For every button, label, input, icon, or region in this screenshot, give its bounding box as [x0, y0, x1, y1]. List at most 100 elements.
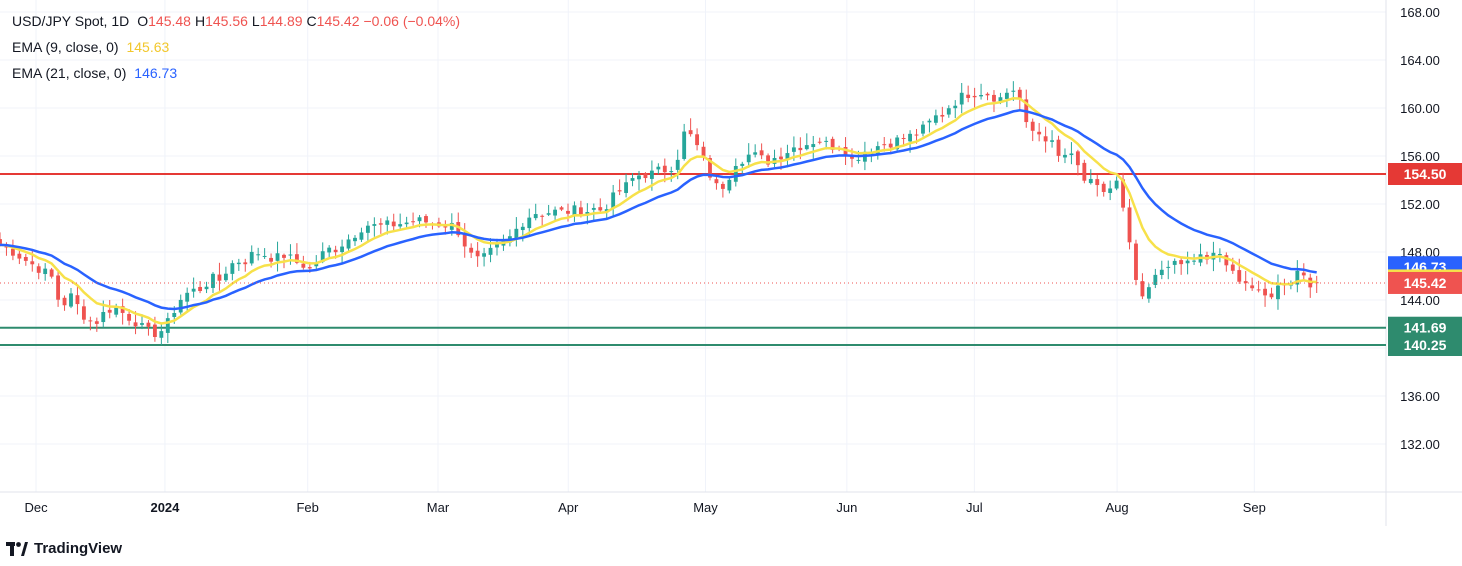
x-tick-label: Mar [427, 500, 450, 515]
candle-body [662, 165, 667, 173]
candle-body [378, 223, 383, 225]
candle-body [946, 108, 951, 115]
candle-body [1069, 153, 1074, 156]
candle-body [49, 269, 54, 277]
candle-body [527, 217, 532, 229]
candle-body [959, 92, 964, 105]
candle-body [675, 159, 680, 170]
resistance-price-tag-label: 154.50 [1404, 166, 1447, 182]
candle-body [727, 179, 732, 191]
candle-body [172, 313, 177, 317]
candle-body [617, 190, 622, 192]
candle-body [449, 222, 454, 230]
candle-body [791, 147, 796, 152]
candle-body [178, 299, 183, 313]
x-tick-label: Jul [966, 500, 983, 515]
candle-body [372, 224, 377, 226]
symbol-label[interactable]: USD/JPY Spot, 1D [12, 13, 130, 29]
close-value: 145.42 [316, 13, 360, 29]
candle-body [88, 320, 93, 322]
candle-body [327, 247, 332, 253]
candle-body [1276, 285, 1280, 300]
candle-body [578, 207, 583, 216]
candle-body [359, 232, 364, 240]
candle-body [320, 251, 325, 262]
tradingview-logo[interactable]: TradingView [6, 540, 122, 557]
candle-body [1153, 274, 1158, 285]
candle-body [236, 262, 241, 265]
candle-body [1263, 288, 1267, 296]
candle-body [75, 295, 80, 305]
candle-body [714, 179, 719, 184]
candle-body [830, 138, 835, 150]
open-label: O [137, 13, 149, 29]
y-tick-label: 168.00 [1400, 5, 1440, 20]
candle-body [114, 307, 119, 315]
candle-body [424, 216, 428, 223]
ema9-line[interactable] [0, 97, 1317, 325]
candle-body [940, 114, 945, 117]
candle-body [165, 318, 170, 333]
ema21-row[interactable]: EMA (21, close, 0) 146.73 [12, 60, 464, 86]
support-price-tag-label: 140.25 [1404, 337, 1447, 353]
candle-body [901, 137, 906, 139]
candle-body [282, 254, 286, 258]
candle-body [411, 221, 416, 223]
candle-body [766, 155, 771, 165]
high-label: H [194, 13, 206, 29]
candle-body [1043, 136, 1048, 142]
candle-body [340, 246, 345, 253]
candle-body [43, 268, 48, 275]
candle-body [1243, 281, 1248, 284]
brand-name: TradingView [34, 540, 123, 557]
candle-body [230, 263, 235, 274]
price-chart[interactable]: 132.00136.00140.00144.00148.00152.00156.… [0, 0, 1462, 526]
candle-body [475, 250, 480, 257]
candle-body [785, 153, 790, 160]
candle-body [262, 255, 267, 257]
candle-body [217, 274, 222, 281]
candle-body [133, 322, 138, 327]
candle-body [62, 297, 67, 306]
y-tick-label: 132.00 [1400, 437, 1440, 452]
candle-body [204, 286, 209, 290]
candle-body [972, 95, 977, 98]
ema9-row[interactable]: EMA (9, close, 0) 145.63 [12, 34, 464, 60]
chart-legend: USD/JPY Spot, 1D O145.48 H145.56 L144.89 C14… [12, 8, 464, 86]
candle-body [495, 243, 499, 248]
x-tick-label: Feb [296, 500, 318, 515]
candle-body [365, 225, 370, 233]
x-tick-label: Dec [24, 500, 48, 515]
y-tick-label: 156.00 [1400, 149, 1440, 164]
candle-body [1050, 140, 1054, 142]
candle-body [553, 209, 558, 216]
candle-body [533, 214, 538, 219]
candle-body [1230, 264, 1235, 271]
candle-body [817, 141, 822, 143]
candle-body [914, 134, 919, 136]
candle-body [643, 173, 648, 179]
candle-body [249, 251, 254, 264]
candle-body [1140, 281, 1145, 297]
candle-body [1217, 253, 1222, 256]
candle-body [1134, 243, 1138, 280]
x-tick-label: Aug [1106, 500, 1129, 515]
candle-body [211, 273, 215, 288]
candle-body [979, 95, 983, 97]
candle-body [1017, 89, 1022, 100]
support-price-tag-bg [1388, 334, 1462, 356]
candle-body [1127, 207, 1132, 243]
ema21-line[interactable] [0, 109, 1317, 311]
tradingview-logo-icon [6, 541, 28, 556]
candle-body [1269, 293, 1274, 298]
candle-body [36, 266, 41, 273]
candle-body [94, 321, 99, 324]
candle-body [482, 253, 487, 257]
candle-body [927, 120, 932, 123]
candle-body [656, 166, 661, 170]
candle-body [294, 254, 299, 263]
candle-body [107, 309, 112, 313]
candle-body [733, 165, 738, 182]
candle-body [1114, 180, 1119, 189]
candle-body [591, 207, 596, 210]
